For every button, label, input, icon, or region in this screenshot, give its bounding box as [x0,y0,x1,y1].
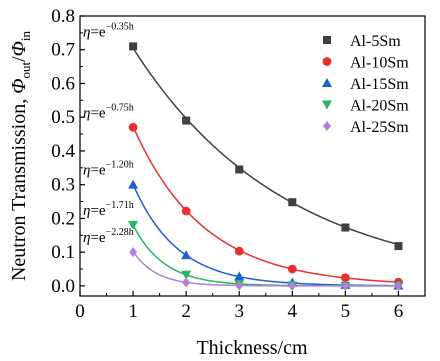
legend-marker [322,78,332,87]
y-tick-label: 0.8 [51,6,75,27]
fit-equation-al-10sm: η=e−0.75h [83,102,134,121]
legend-marker [322,100,332,110]
data-point-al-25sm [235,280,244,291]
data-point-al-15sm [181,250,192,260]
y-axis-label: Neutron Transmission, Φout/Φin [8,30,33,281]
data-point-al-5sm [182,116,191,125]
legend-item-al-20sm: Al-20Sm [322,98,409,115]
data-point-al-10sm [181,206,191,216]
legend-item-al-10sm: Al-10Sm [322,55,409,72]
x-axis-label: Thickness/cm [196,337,308,359]
data-points [128,42,404,291]
legend-label: Al-25Sm [350,119,409,136]
data-point-al-15sm [128,179,139,189]
data-point-al-25sm [129,247,138,258]
data-point-al-25sm [288,280,297,291]
x-tick-label: 4 [288,301,298,322]
data-point-al-25sm [341,280,350,291]
legend-label: Al-5Sm [350,33,401,50]
y-axis-label-out-sub: out [18,62,33,79]
fit-equations: η=e−0.35h η=e−0.75h η=e−1.20h η=e−1.71h η=e−… [83,21,134,246]
fit-equation-al-5sm: η=e−0.35h [83,21,134,40]
data-point-al-25sm [182,277,191,288]
data-point-al-25sm [394,280,403,291]
data-point-al-15sm [234,271,245,281]
legend-marker [323,121,331,131]
y-tick-label: 0.4 [51,141,75,162]
y-axis-label-phi-in: Φ [8,41,30,56]
x-axis: 0 1 2 3 4 5 6 [75,291,403,322]
fit-curve-al-25sm [132,250,399,287]
data-point-al-10sm [234,246,244,256]
fit-equation-al-20sm: η=e−1.71h [83,200,134,219]
y-tick-label: 0.6 [51,73,75,94]
legend-label: Al-20Sm [350,98,409,115]
x-tick-label: 5 [341,301,351,322]
data-point-al-10sm [287,264,297,274]
data-point-al-10sm [128,122,138,132]
data-point-al-5sm [394,242,403,251]
legend-label: Al-10Sm [350,55,409,72]
fit-equation-al-15sm: η=e−1.20h [83,160,134,179]
legend-marker [322,57,332,66]
fit-curves [132,47,399,287]
legend-item-al-5sm: Al-5Sm [323,33,401,50]
legend-item-al-15sm: Al-15Sm [322,76,409,93]
plot-frame [79,15,426,297]
y-tick-label: 0.1 [51,242,75,263]
x-tick-label: 6 [394,301,404,322]
fit-curve-al-10sm [132,126,399,283]
legend-marker [323,36,331,44]
y-tick-label: 0.0 [51,276,75,297]
y-axis-label-in-sub: in [18,30,33,41]
y-axis-label-slash: / [8,56,30,62]
data-point-al-5sm [288,198,297,207]
y-tick-label: 0.3 [51,175,75,196]
y-tick-label: 0.7 [51,40,75,61]
fit-curve-al-15sm [132,183,399,287]
x-tick-label: 1 [128,301,138,322]
y-axis-label-main: Neutron Transmission, [8,94,30,281]
y-tick-label: 0.2 [51,208,75,229]
data-point-al-5sm [341,223,350,232]
legend: Al-5Sm Al-10Sm Al-15Sm Al-20Sm Al-25Sm [322,33,409,136]
x-tick-label: 3 [234,301,244,322]
y-tick-label: 0.5 [51,107,75,128]
x-tick-label: 0 [75,301,85,322]
fit-curve-al-5sm [132,47,399,246]
legend-item-al-25sm: Al-25Sm [323,119,409,136]
data-point-al-20sm [181,270,192,280]
data-point-al-10sm [340,273,350,283]
data-point-al-20sm [128,220,139,230]
data-point-al-5sm [235,165,244,174]
x-tick-label: 2 [181,301,191,322]
y-axis: 0.0 0.1 0.2 0.3 0.4 0.5 0.6 0.7 0.8 [51,6,85,297]
data-point-al-5sm [129,42,138,51]
legend-label: Al-15Sm [350,76,409,93]
fit-equation-al-25sm: η=e−2.28h [83,227,134,246]
y-axis-label-phi-out: Φ [8,79,30,94]
fit-curve-al-20sm [132,224,399,287]
